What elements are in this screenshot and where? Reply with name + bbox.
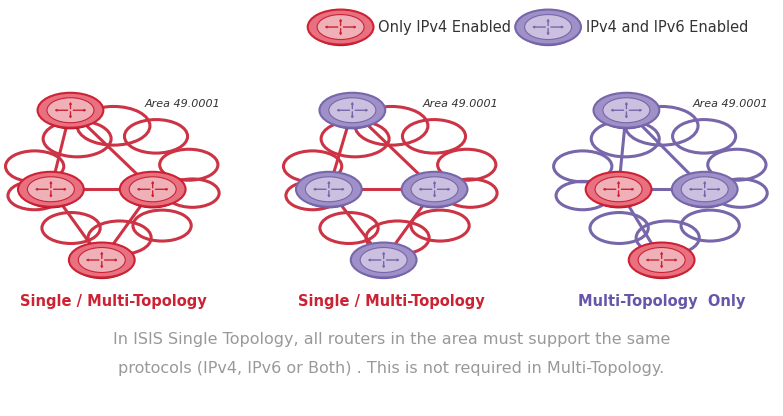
Circle shape [74,249,130,279]
Circle shape [598,99,655,129]
Circle shape [129,177,176,202]
Circle shape [411,177,458,202]
Circle shape [319,93,385,128]
Circle shape [77,106,150,145]
Ellipse shape [312,134,471,228]
Circle shape [23,178,79,208]
Circle shape [636,221,699,255]
Circle shape [591,121,659,157]
Circle shape [38,93,103,128]
Circle shape [673,119,736,153]
Circle shape [633,249,690,279]
Circle shape [47,98,94,123]
Circle shape [160,149,218,180]
Circle shape [525,15,572,40]
Circle shape [124,119,188,153]
Circle shape [5,151,63,182]
Text: Single / Multi-Topology: Single / Multi-Topology [298,294,485,309]
Circle shape [120,172,186,207]
Circle shape [594,93,659,128]
Circle shape [42,213,100,243]
Circle shape [520,16,576,46]
Circle shape [590,213,648,243]
Circle shape [681,210,739,241]
Circle shape [301,178,357,208]
Circle shape [406,178,463,208]
Circle shape [69,243,135,277]
Circle shape [554,151,612,182]
Circle shape [283,151,341,182]
Ellipse shape [583,134,741,228]
Circle shape [411,210,469,241]
Text: Area 49.0001: Area 49.0001 [423,99,499,109]
Circle shape [78,248,125,272]
Circle shape [312,16,369,46]
Circle shape [556,181,609,210]
Text: Only IPv4 Enabled: Only IPv4 Enabled [378,20,511,35]
Circle shape [714,179,767,207]
Circle shape [402,119,466,153]
Text: Area 49.0001: Area 49.0001 [145,99,221,109]
Circle shape [43,121,111,157]
Circle shape [351,243,417,277]
Circle shape [305,177,352,202]
Text: Area 49.0001: Area 49.0001 [693,99,769,109]
Circle shape [324,99,381,129]
Circle shape [681,177,728,202]
Circle shape [133,210,191,241]
Text: protocols (IPv4, IPv6 or Both) . This is not required in Multi-Topology.: protocols (IPv4, IPv6 or Both) . This is… [118,361,665,376]
Circle shape [317,15,364,40]
Circle shape [296,172,362,207]
Text: Multi-Topology  Only: Multi-Topology Only [578,294,745,309]
Circle shape [638,248,685,272]
Circle shape [366,221,429,255]
Circle shape [626,106,698,145]
Circle shape [438,149,496,180]
Circle shape [320,213,378,243]
Circle shape [677,178,733,208]
Circle shape [586,172,651,207]
Circle shape [708,149,766,180]
Circle shape [27,177,74,202]
Ellipse shape [34,134,193,228]
Circle shape [286,181,339,210]
Circle shape [672,172,738,207]
Circle shape [603,98,650,123]
Text: In ISIS Single Topology, all routers in the area must support the same: In ISIS Single Topology, all routers in … [113,332,670,347]
Circle shape [595,177,642,202]
Circle shape [329,98,376,123]
Circle shape [515,10,581,45]
Circle shape [355,249,412,279]
Circle shape [590,178,647,208]
Circle shape [18,172,84,207]
Circle shape [42,99,99,129]
Circle shape [629,243,695,277]
Circle shape [8,181,61,210]
Circle shape [321,121,389,157]
Circle shape [88,221,151,255]
Circle shape [444,179,497,207]
Text: Single / Multi-Topology: Single / Multi-Topology [20,294,207,309]
Text: IPv4 and IPv6 Enabled: IPv4 and IPv6 Enabled [586,20,748,35]
Circle shape [308,10,373,45]
Circle shape [402,172,467,207]
Circle shape [124,178,181,208]
Circle shape [166,179,219,207]
Circle shape [360,248,407,272]
Circle shape [355,106,428,145]
